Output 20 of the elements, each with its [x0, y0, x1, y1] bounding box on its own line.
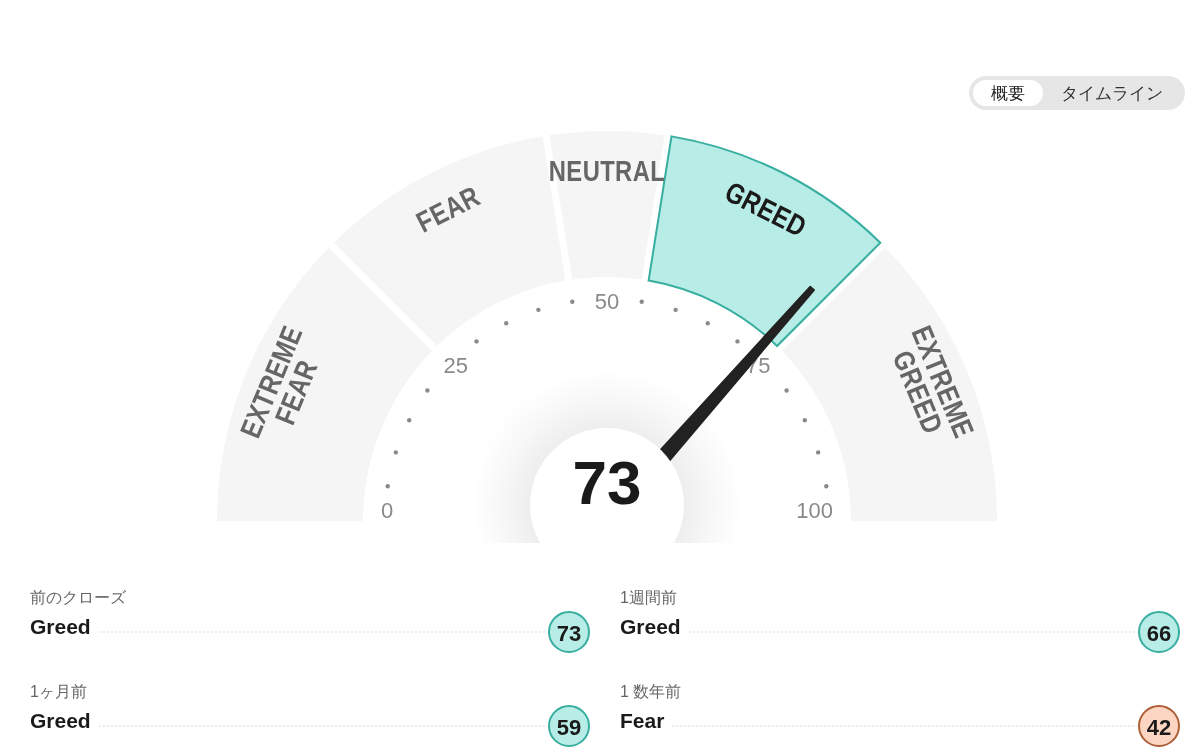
data-label: 59	[556, 714, 582, 740]
category-label: 1週間前	[620, 588, 677, 606]
data-label: 42	[1146, 714, 1172, 740]
text: 73	[572, 447, 642, 517]
text: 0	[381, 497, 394, 523]
view-toggle: 概要 タイムライン	[969, 76, 1185, 110]
category-label: 前のクローズ	[30, 588, 127, 606]
text: Greed	[620, 614, 681, 638]
data-label: 73	[556, 620, 582, 646]
text: Greed	[30, 614, 91, 638]
text: Fear	[620, 708, 665, 732]
slice-label: NEUTRAL	[548, 154, 666, 188]
slice-label: FEAR	[411, 179, 486, 239]
text: Greed	[30, 708, 91, 732]
text: 25	[443, 352, 469, 378]
text: 50	[594, 288, 620, 314]
data-label: 66	[1146, 620, 1172, 646]
text: 100	[796, 497, 833, 523]
category-label: 1ヶ月前	[30, 682, 87, 700]
category-label: 1 数年前	[620, 682, 682, 700]
